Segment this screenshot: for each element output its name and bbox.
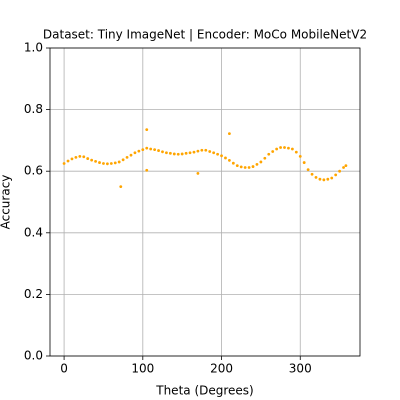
point [192, 150, 196, 154]
point [165, 151, 168, 155]
y-axis-label: Accuracy [0, 175, 13, 230]
point [129, 153, 133, 157]
point [302, 161, 306, 164]
x-tick-label: 100 [131, 362, 154, 376]
point [275, 147, 279, 151]
point [239, 165, 243, 169]
point [310, 172, 314, 176]
point [344, 164, 348, 168]
point [137, 149, 141, 153]
point [330, 176, 334, 180]
point [70, 157, 74, 161]
point [228, 159, 231, 162]
point [208, 150, 212, 153]
point [117, 160, 121, 164]
x-tick-label: 300 [289, 362, 312, 376]
point [212, 151, 216, 155]
point [228, 132, 231, 136]
point [220, 154, 223, 158]
point [298, 155, 302, 158]
point [231, 161, 235, 165]
point [334, 173, 338, 177]
point [105, 162, 109, 166]
point [306, 168, 310, 172]
point [279, 146, 282, 149]
point [196, 171, 200, 175]
point [283, 146, 286, 149]
point [184, 151, 188, 155]
point [176, 152, 180, 156]
point [196, 149, 200, 153]
point [188, 151, 192, 155]
point [290, 147, 294, 151]
point [74, 155, 78, 159]
point [86, 157, 90, 160]
y-tick-label: 0.8 [24, 102, 43, 116]
point [121, 158, 125, 162]
point [82, 155, 86, 159]
point [157, 149, 160, 152]
point [259, 160, 263, 164]
point [172, 152, 176, 156]
point [251, 165, 255, 168]
y-tick-label: 0.6 [24, 164, 43, 178]
point [255, 163, 259, 166]
point [247, 166, 251, 169]
point [216, 152, 219, 156]
point [113, 161, 117, 165]
y-tick-label: 0.2 [24, 287, 43, 301]
point [119, 185, 123, 189]
point [338, 169, 342, 173]
point [314, 175, 318, 179]
point [153, 148, 157, 152]
point [102, 162, 105, 165]
x-axis-label: Theta (Degrees) [155, 384, 253, 398]
point [78, 155, 82, 158]
point [145, 146, 149, 150]
point [98, 161, 101, 164]
y-tick-label: 1.0 [24, 41, 43, 55]
point [168, 151, 172, 155]
point [267, 152, 271, 156]
x-tick-label: 0 [60, 362, 68, 376]
point [62, 162, 66, 165]
x-tick-label: 200 [210, 362, 233, 376]
point [294, 150, 298, 154]
point [243, 166, 247, 169]
y-tick-label: 0.4 [24, 225, 43, 239]
plot-frame [49, 47, 361, 357]
point [224, 156, 227, 160]
point [90, 158, 94, 162]
point [271, 150, 275, 153]
point [94, 159, 97, 163]
point [133, 151, 137, 155]
point [145, 168, 149, 172]
point [287, 146, 290, 150]
point [66, 159, 70, 163]
point [149, 147, 153, 151]
point [318, 177, 322, 181]
point [125, 155, 129, 159]
point [161, 150, 164, 154]
point [145, 128, 149, 132]
point [322, 178, 326, 182]
point [200, 148, 204, 152]
point [180, 152, 184, 156]
point [141, 148, 145, 152]
point [235, 164, 239, 168]
point [326, 177, 330, 181]
point [109, 162, 113, 165]
point [204, 148, 208, 152]
chart-title: Dataset: Tiny ImageNet | Encoder: MoCo M… [43, 28, 367, 42]
point [263, 156, 267, 160]
point [342, 166, 345, 169]
y-tick-label: 0.0 [24, 349, 43, 363]
